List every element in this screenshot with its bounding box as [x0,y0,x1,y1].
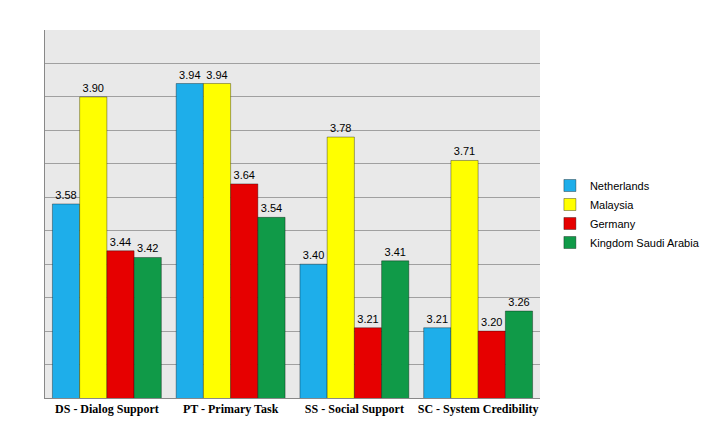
svg-text:3.21: 3.21 [427,313,448,325]
svg-text:3.44: 3.44 [110,236,131,248]
svg-text:Malaysia: Malaysia [590,199,634,211]
svg-text:3.90: 3.90 [83,82,104,94]
svg-text:3.41: 3.41 [385,246,406,258]
svg-text:SS - Social Support: SS - Social Support [305,402,404,416]
svg-text:SC - System Credibility: SC - System Credibility [418,402,539,416]
svg-text:3.21: 3.21 [357,313,378,325]
svg-text:Kingdom Saudi Arabia: Kingdom Saudi Arabia [590,237,700,249]
svg-text:3.40: 3.40 [303,249,324,261]
svg-text:3.26: 3.26 [508,296,529,308]
svg-text:3.64: 3.64 [234,169,255,181]
svg-text:PT - Primary Task: PT - Primary Task [183,402,279,416]
svg-text:DS - Dialog Support: DS - Dialog Support [55,402,159,416]
svg-text:Netherlands: Netherlands [590,180,650,192]
svg-text:3.78: 3.78 [330,122,351,134]
svg-text:3.20: 3.20 [481,316,502,328]
svg-text:3.94: 3.94 [179,69,200,81]
svg-text:3.58: 3.58 [55,189,76,201]
svg-text:3.42: 3.42 [137,242,158,254]
svg-text:3.71: 3.71 [454,145,475,157]
svg-text:3.94: 3.94 [206,69,227,81]
svg-text:3.54: 3.54 [261,202,282,214]
svg-text:Germany: Germany [590,218,636,230]
